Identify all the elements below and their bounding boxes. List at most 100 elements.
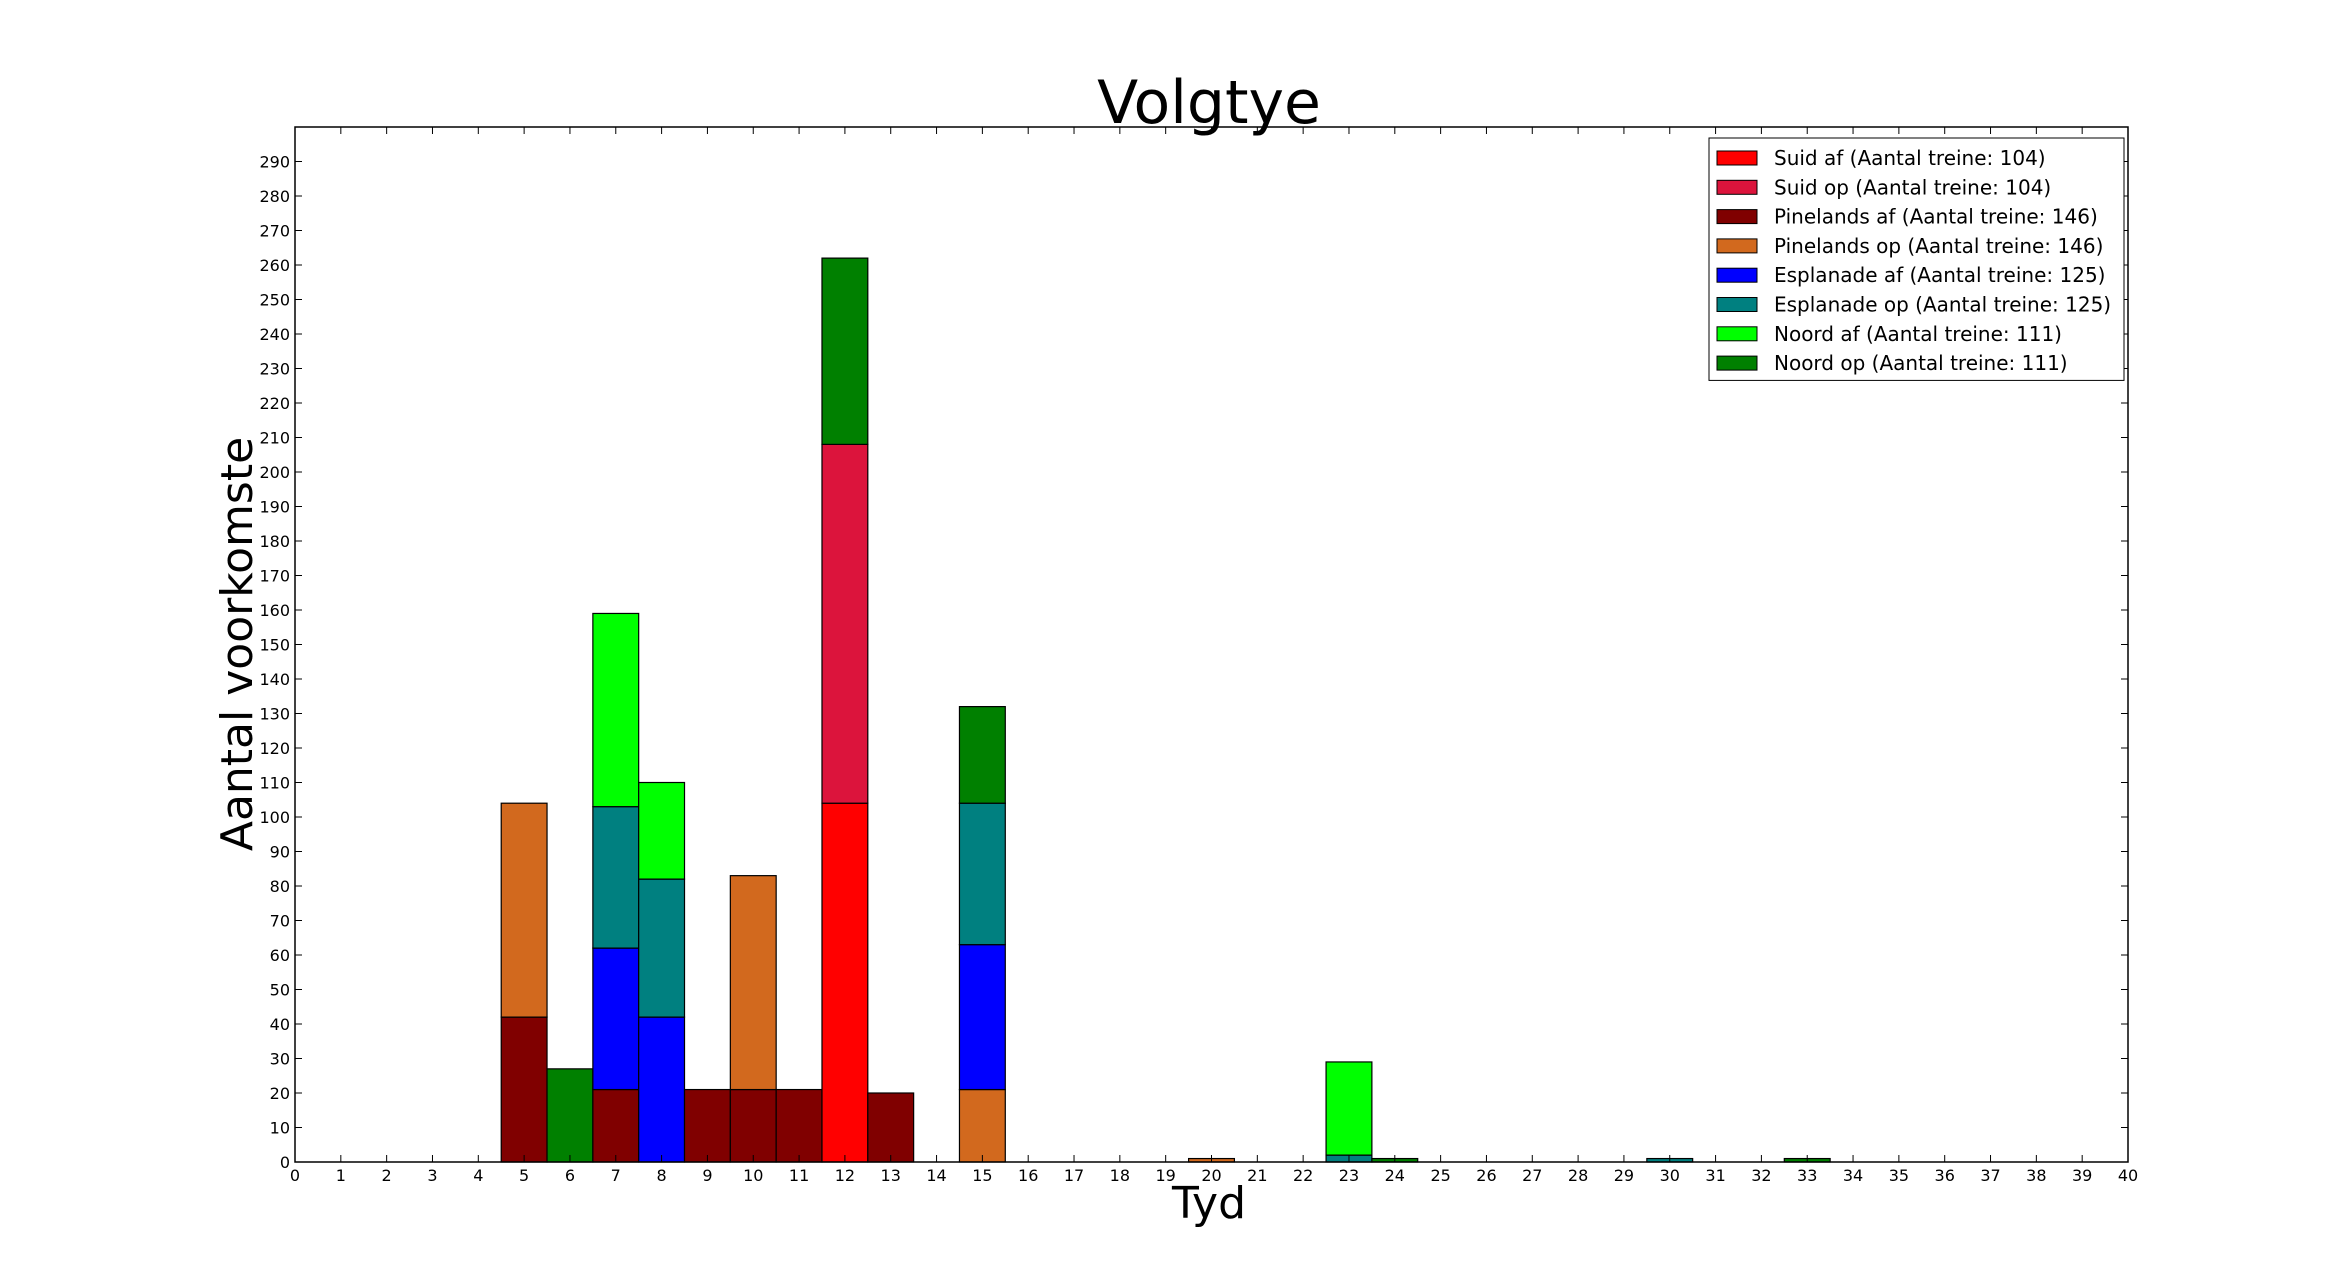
x-tick-label: 23 <box>1339 1166 1359 1185</box>
y-tick-label: 230 <box>259 360 290 379</box>
x-tick-label: 2 <box>382 1166 392 1185</box>
y-tick-label: 90 <box>270 843 290 862</box>
x-tick-label: 31 <box>1705 1166 1725 1185</box>
bar-segment-7-series-3 <box>592 1088 640 1163</box>
y-tick-label: 30 <box>270 1050 290 1069</box>
x-tick-label: 29 <box>1614 1166 1634 1185</box>
y-tick-label: 260 <box>259 256 290 275</box>
x-tick-label: 33 <box>1797 1166 1817 1185</box>
x-tick-label: 39 <box>2072 1166 2092 1185</box>
legend-label-6: Esplanade op (Aantal treine: 125) <box>1774 293 2111 317</box>
bar-segment-10-series-3 <box>729 1088 777 1163</box>
y-tick-label: 150 <box>259 636 290 655</box>
bar-segment-5-series-3 <box>500 1016 548 1163</box>
y-tick-label: 220 <box>259 394 290 413</box>
x-tick-label: 1 <box>336 1166 346 1185</box>
bar-segment-15-series-6 <box>958 802 1006 946</box>
bar-segment-8-series-5 <box>638 1016 686 1163</box>
x-tick-label: 12 <box>835 1166 855 1185</box>
y-tick-label: 190 <box>259 498 290 517</box>
legend-swatch-6 <box>1716 297 1758 312</box>
legend-swatch-5 <box>1716 267 1758 283</box>
x-tick-label: 37 <box>1980 1166 2000 1185</box>
legend-label-1: Suid af (Aantal treine: 104) <box>1774 146 2046 170</box>
x-tick-label: 34 <box>1843 1166 1863 1185</box>
x-tick-label: 9 <box>702 1166 712 1185</box>
y-tick-label: 120 <box>259 739 290 758</box>
y-tick-label: 250 <box>259 291 290 310</box>
x-tick-label: 25 <box>1430 1166 1450 1185</box>
legend-label-5: Esplanade af (Aantal treine: 125) <box>1774 263 2105 287</box>
bar-segment-12-series-2 <box>821 443 869 804</box>
legend-label-7: Noord af (Aantal treine: 111) <box>1774 322 2062 346</box>
y-tick-label: 100 <box>259 808 290 827</box>
legend-label-3: Pinelands af (Aantal treine: 146) <box>1774 205 2098 229</box>
x-tick-label: 38 <box>2026 1166 2046 1185</box>
bar-segment-10-series-4 <box>729 875 777 1091</box>
x-tick-label: 22 <box>1293 1166 1313 1185</box>
bar-segment-8-series-6 <box>638 878 686 1018</box>
x-tick-label: 6 <box>565 1166 575 1185</box>
bar-segment-15-series-4 <box>958 1088 1006 1163</box>
x-tick-label: 15 <box>972 1166 992 1185</box>
x-tick-label: 16 <box>1018 1166 1038 1185</box>
y-tick-label: 110 <box>259 774 290 793</box>
legend: Suid af (Aantal treine: 104) Suid op (Aan… <box>1708 137 2125 381</box>
bar-segment-15-series-5 <box>958 944 1006 1091</box>
y-tick-label: 140 <box>259 670 290 689</box>
bar-segment-13-series-3 <box>867 1092 915 1163</box>
y-tick-label: 60 <box>270 946 290 965</box>
x-tick-label: 19 <box>1155 1166 1175 1185</box>
bar-segment-6-series-8 <box>546 1068 594 1163</box>
x-tick-label: 17 <box>1064 1166 1084 1185</box>
x-tick-label: 0 <box>290 1166 300 1185</box>
y-tick-label: 240 <box>259 325 290 344</box>
y-axis-title: Aantal voorkomste <box>212 437 263 851</box>
legend-swatch-7 <box>1716 326 1758 342</box>
x-tick-label: 36 <box>1935 1166 1955 1185</box>
x-axis-title: Tyd <box>1171 1178 1246 1229</box>
x-tick-label: 14 <box>926 1166 946 1185</box>
x-tick-label: 20 <box>1201 1166 1221 1185</box>
y-tick-label: 170 <box>259 567 290 586</box>
x-tick-label: 21 <box>1247 1166 1267 1185</box>
y-tick-label: 290 <box>259 153 290 172</box>
x-tick-label: 30 <box>1660 1166 1680 1185</box>
bar-segment-15-series-8 <box>958 705 1006 804</box>
y-tick-label: 200 <box>259 463 290 482</box>
legend-label-8: Noord op (Aantal treine: 111) <box>1774 351 2068 375</box>
x-tick-label: 18 <box>1110 1166 1130 1185</box>
x-tick-label: 11 <box>789 1166 809 1185</box>
plot-area: 0 1 2 3 4 5 6 7 8 9 10 11 12 13 14 15 16 17 18 19 20 21 22 23 24… <box>259 126 2138 1185</box>
y-tick-label: 20 <box>270 1084 290 1103</box>
bar-segment-7-series-6 <box>592 806 640 949</box>
x-tick-label: 13 <box>881 1166 901 1185</box>
x-tick-label: 28 <box>1568 1166 1588 1185</box>
legend-swatch-3 <box>1716 209 1758 225</box>
x-tick-label: 10 <box>743 1166 763 1185</box>
legend-swatch-1 <box>1716 150 1758 166</box>
y-tick-label: 70 <box>270 912 290 931</box>
bar-segment-5-series-4 <box>500 802 548 1018</box>
y-tick-label: 130 <box>259 705 290 724</box>
y-tick-label: 80 <box>270 877 290 896</box>
x-tick-label: 26 <box>1476 1166 1496 1185</box>
bar-segment-9-series-3 <box>683 1088 731 1163</box>
y-tick-label: 40 <box>270 1015 290 1034</box>
y-tick-label: 0 <box>280 1153 290 1172</box>
bar-segment-7-series-5 <box>592 947 640 1091</box>
legend-box <box>1708 137 2125 381</box>
legend-swatch-8 <box>1716 355 1758 371</box>
y-tick-label: 50 <box>270 981 290 1000</box>
x-tick-label: 27 <box>1522 1166 1542 1185</box>
x-tick-label: 24 <box>1385 1166 1405 1185</box>
legend-swatch-4 <box>1716 238 1758 254</box>
legend-swatch-2 <box>1716 179 1758 195</box>
bar-segment-12-series-8 <box>821 257 869 446</box>
x-tick-label: 4 <box>473 1166 483 1185</box>
bar-segment-11-series-3 <box>775 1088 823 1163</box>
y-tick-label: 210 <box>259 429 290 448</box>
bar-segment-12-series-1 <box>821 802 869 1163</box>
bar-segment-7-series-7 <box>592 612 640 808</box>
legend-label-2: Suid op (Aantal treine: 104) <box>1774 175 2051 199</box>
